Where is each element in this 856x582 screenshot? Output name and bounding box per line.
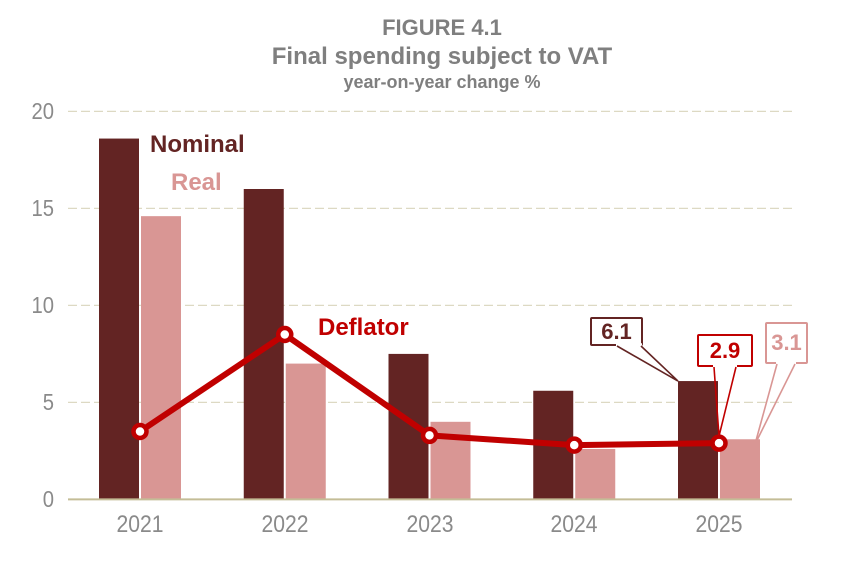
x-tick-label-2024: 2024 [550,511,598,538]
bar-real-2022 [285,363,326,500]
series-label-nominal: Nominal [150,131,245,158]
series-label-real: Real [171,169,222,196]
deflator-marker-2024 [565,436,583,454]
chart-subtitle: year-on-year change % [343,72,541,92]
chart-title: Final spending subject to VAT [271,43,613,70]
y-tick-label-10: 10 [31,292,54,319]
chart-header: FIGURE 4.1 Final spending subject to VAT… [0,14,856,94]
deflator-marker-2022 [276,325,294,344]
figure-number: FIGURE 4.1 [382,15,502,40]
deflator-marker-2023 [420,426,439,445]
bar-real-2024 [575,448,616,500]
deflator-marker-2021 [131,422,149,441]
bar-real-2021 [141,216,181,500]
y-tick-label-0: 0 [42,486,54,513]
y-tick-label-5: 5 [42,389,54,416]
x-tick-label-2023: 2023 [406,511,453,538]
bar-nominal-2022 [243,189,284,500]
x-tick-label-2022: 2022 [261,511,309,538]
leader-deflator-line [713,366,737,437]
y-tick-label-15: 15 [31,195,54,222]
callout-real-2025: 3.1 [765,322,808,364]
y-tick-label-20: 20 [31,98,54,125]
deflator-marker-2025 [710,434,728,452]
bar-nominal-2021 [99,138,139,500]
leader-nominal-line [616,345,679,382]
x-tick-label-2021: 2021 [116,511,164,538]
bar-real-2025 [720,439,760,500]
series-label-deflator: Deflator [318,314,409,341]
x-tick-label-2025: 2025 [695,511,743,538]
leader-real-line [754,363,796,445]
